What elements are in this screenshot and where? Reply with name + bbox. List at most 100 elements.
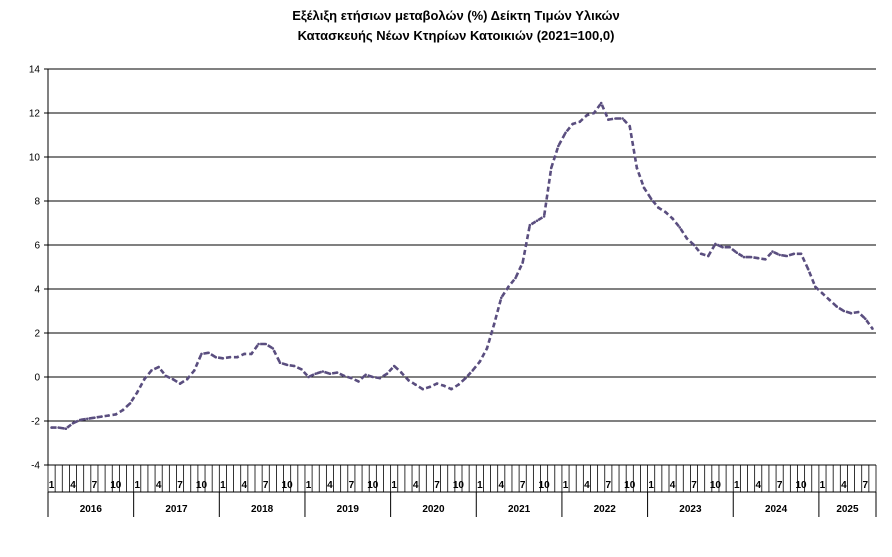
data-point — [107, 414, 110, 417]
data-point — [742, 255, 746, 259]
data-point — [863, 317, 867, 321]
data-point — [814, 285, 817, 289]
y-tick-label: 6 — [34, 241, 40, 252]
data-point — [71, 421, 75, 425]
data-point — [292, 364, 296, 368]
data-point — [242, 352, 246, 356]
month-label: 1 — [563, 480, 569, 491]
data-point — [842, 309, 846, 313]
month-label: 1 — [306, 480, 312, 491]
month-label: 1 — [820, 480, 826, 491]
data-point — [614, 117, 617, 120]
data-point — [806, 267, 810, 271]
month-label: 1 — [734, 480, 740, 491]
year-label: 2018 — [251, 504, 274, 515]
data-point — [535, 219, 539, 223]
month-label: 4 — [841, 480, 847, 491]
y-tick-label: -2 — [31, 417, 40, 428]
month-label: 10 — [624, 480, 636, 491]
data-point — [557, 144, 560, 148]
y-axis: -4 -2 0 2 4 6 8 10 12 14 — [29, 65, 49, 472]
data-point — [849, 311, 853, 315]
data-point — [342, 374, 346, 378]
data-point — [93, 416, 96, 420]
year-label: 2024 — [765, 504, 788, 515]
month-label: 4 — [755, 480, 761, 491]
data-point — [457, 383, 460, 387]
data-point — [649, 197, 653, 201]
data-point — [271, 347, 275, 350]
data-point — [578, 120, 582, 124]
data-point — [400, 371, 403, 374]
data-point — [856, 310, 860, 314]
data-point — [821, 292, 824, 295]
data-point — [799, 252, 803, 256]
data-point — [549, 166, 553, 170]
data-point — [592, 111, 596, 115]
data-point — [257, 342, 260, 346]
data-point — [542, 215, 546, 218]
data-point — [735, 251, 739, 254]
month-label: 7 — [92, 480, 98, 491]
data-point — [414, 383, 417, 387]
data-point — [100, 415, 103, 418]
data-point — [871, 327, 874, 330]
data-point — [564, 131, 567, 135]
month-label: 4 — [327, 480, 333, 491]
month-label: 7 — [177, 480, 183, 491]
data-point — [628, 124, 632, 128]
month-label: 7 — [263, 480, 269, 491]
data-point — [778, 253, 781, 257]
month-label: 4 — [584, 480, 590, 491]
data-point — [171, 377, 175, 381]
data-point — [364, 373, 367, 377]
data-point — [528, 223, 532, 227]
y-tick-label: 8 — [34, 197, 40, 208]
data-point — [264, 342, 268, 346]
data-point — [250, 352, 253, 356]
data-point — [385, 372, 389, 376]
data-point — [150, 369, 153, 372]
month-label: 1 — [49, 480, 55, 491]
data-point — [57, 426, 61, 429]
year-label: 2016 — [80, 504, 103, 515]
data-point — [642, 186, 646, 190]
data-point — [507, 285, 510, 289]
data-point — [492, 322, 496, 326]
chart-title: Εξέλιξη ετήσιων μεταβολών (%) Δείκτη Τιμ… — [0, 6, 892, 46]
y-tick-label: 14 — [29, 65, 41, 76]
data-point — [235, 355, 239, 359]
data-point — [85, 417, 89, 421]
data-point — [571, 122, 574, 126]
month-label: 10 — [367, 480, 379, 491]
y-tick-label: 0 — [34, 373, 40, 384]
data-point — [328, 372, 332, 376]
month-label: 1 — [648, 480, 654, 491]
data-point — [335, 371, 339, 374]
y-tick-label: -4 — [31, 461, 40, 472]
data-point — [764, 258, 767, 261]
month-label: 10 — [710, 480, 722, 491]
year-label: 2025 — [836, 504, 859, 515]
data-point — [300, 368, 303, 371]
month-label: 1 — [134, 480, 140, 491]
x-axis: 1 4 7 10 1 4 7 10 1 4 7 10 1 4 7 10 1 4 7 10 1 4 7 10 1 4 7 10 1 4 7 10… — [47, 465, 877, 517]
data-point — [378, 376, 382, 380]
month-label: 4 — [242, 480, 248, 491]
month-label: 4 — [670, 480, 676, 491]
data-point — [706, 254, 710, 258]
year-label: 2020 — [422, 504, 445, 515]
data-point — [656, 206, 660, 209]
chart-title-line-2: Κατασκευής Νέων Κτηρίων Κατοικιών (2021=… — [297, 28, 615, 43]
data-point — [114, 413, 118, 416]
year-label: 2022 — [594, 504, 617, 515]
data-point — [449, 387, 453, 391]
data-point — [314, 372, 317, 376]
y-tick-label: 4 — [34, 285, 40, 296]
month-label: 1 — [220, 480, 226, 491]
data-point — [828, 298, 831, 302]
data-point — [221, 357, 225, 360]
month-label: 1 — [391, 480, 397, 491]
data-point — [692, 243, 696, 247]
y-tick-label: 12 — [29, 109, 41, 120]
